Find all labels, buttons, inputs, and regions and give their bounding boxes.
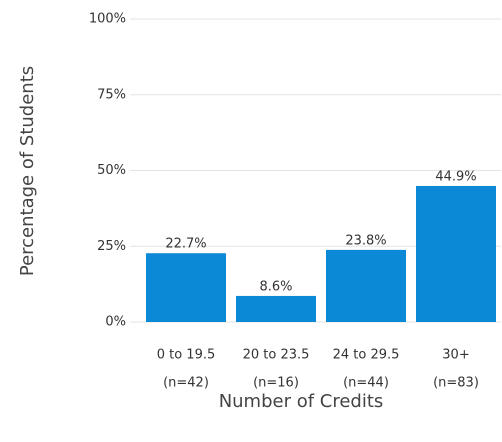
value-label: 22.7% xyxy=(165,237,206,252)
x-tick-label: (n=16) xyxy=(253,376,299,391)
x-tick-label: (n=83) xyxy=(433,376,479,391)
bar xyxy=(326,249,406,322)
x-tick-label: 20 to 23.5 xyxy=(243,348,310,363)
x-tick-label: 24 to 29.5 xyxy=(333,348,400,363)
value-label: 23.8% xyxy=(345,233,386,248)
x-tick-label: (n=44) xyxy=(343,376,389,391)
x-tick-label: 0 to 19.5 xyxy=(157,348,216,363)
y-tick-label: 75% xyxy=(97,87,126,102)
y-tick-label: 50% xyxy=(97,163,126,178)
bar xyxy=(416,185,496,322)
x-tick-label: (n=42) xyxy=(163,376,209,391)
x-tick-label: 30+ xyxy=(442,348,469,363)
y-axis-title: Percentage of Students xyxy=(17,66,38,276)
bar xyxy=(236,295,316,322)
bar xyxy=(146,253,226,322)
y-tick-label: 100% xyxy=(89,12,126,27)
y-tick-label: 0% xyxy=(105,315,126,330)
value-label: 44.9% xyxy=(435,169,476,184)
y-tick-label: 25% xyxy=(97,239,126,254)
value-label: 8.6% xyxy=(259,279,292,294)
x-axis-title: Number of Credits xyxy=(219,391,384,412)
